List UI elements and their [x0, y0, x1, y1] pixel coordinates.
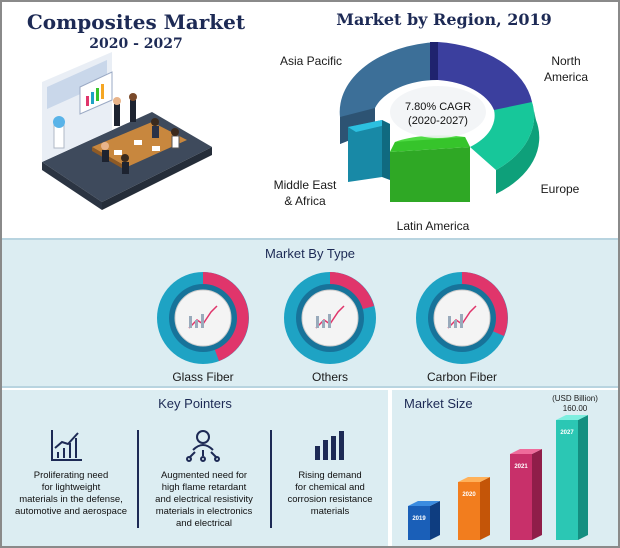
label-mea-2: & Africa	[284, 194, 326, 208]
market-size-bar-top-2027	[556, 415, 588, 420]
region-slice-latin-america	[390, 147, 470, 202]
market-size-bar-2021	[510, 454, 532, 540]
person-network-icon	[186, 430, 220, 462]
pointer-2-line-1: Augmented need for	[160, 470, 248, 481]
header-panel: Composites Market 2020 - 2027	[2, 2, 270, 236]
market-size-bar-2019	[408, 506, 430, 540]
label-europe: Europe	[540, 182, 580, 196]
market-size-bar-side-2020	[480, 477, 490, 540]
page-years: 2020 - 2027	[89, 36, 183, 52]
page-title: Composites Market	[26, 10, 246, 34]
market-size-unit: (USD Billion)	[552, 394, 598, 403]
pointer-1-line-4: automotive and aerospace	[15, 506, 127, 517]
pointer-2-text: Augmented need for high flame retardant …	[140, 470, 268, 530]
market-size-bar-side-2019	[430, 501, 440, 540]
pointer-2-line-4: materials in electronics	[155, 506, 253, 517]
label-north-america-1: North	[551, 54, 581, 68]
pointer-1-line-1: Proliferating need	[33, 470, 109, 481]
region-slice-europe	[496, 102, 540, 194]
donut-carbon-fiber	[416, 272, 508, 364]
market-size-year-label-2027: 2027	[560, 430, 574, 436]
key-pointers-panel: Key Pointers	[2, 390, 388, 546]
pointer-1-line-3: materials in the defense,	[19, 494, 123, 505]
separator-2	[270, 430, 272, 528]
region-title: Market by Region, 2019	[336, 10, 552, 29]
market-size-bar-top-2020	[458, 477, 490, 482]
type-title: Market By Type	[264, 246, 356, 261]
label-mea-1: Middle East	[273, 178, 337, 192]
pointer-2-line-2: high flame retardant	[161, 482, 247, 493]
market-size-value: 160.00	[562, 404, 588, 413]
market-size-bar-top-2021	[510, 449, 542, 454]
office-meeting-illustration	[42, 52, 212, 210]
key-pointers-title: Key Pointers	[158, 396, 232, 411]
region-donut-chart	[339, 42, 540, 202]
pointer-3-text: Rising demand for chemical and corrosion…	[274, 470, 386, 518]
region-slice-middle-east-africa	[348, 120, 382, 182]
market-size-bars: 2019 2020 2021 2027	[408, 415, 588, 540]
market-size-year-label-2020: 2020	[462, 492, 476, 498]
market-size-bar-2020	[458, 482, 480, 540]
cagr-line-2: (2020-2027)	[408, 115, 468, 127]
pointer-2-line-5: and electrical	[176, 518, 232, 529]
type-label-others: Others	[311, 370, 348, 384]
bar-chart-icon	[315, 431, 344, 460]
pointer-3-line-1: Rising demand	[298, 470, 362, 481]
label-latin-america: Latin America	[396, 219, 470, 233]
donut-glass-fiber	[157, 272, 249, 364]
type-donuts	[157, 272, 508, 364]
region-slice-north-america	[438, 42, 532, 120]
label-asia-pacific: Asia Pacific	[279, 54, 343, 68]
market-size-year-label-2021: 2021	[514, 464, 528, 470]
pointer-3-line-2: for chemical and	[295, 482, 365, 493]
market-size-bar-side-2021	[532, 449, 542, 540]
cagr-line-1: 7.80% CAGR	[404, 101, 472, 113]
market-by-type-panel: Market By Type	[2, 238, 618, 388]
market-size-year-label-2019: 2019	[412, 516, 426, 522]
type-label-glass-fiber: Glass Fiber	[172, 370, 234, 384]
pointer-1-text: Proliferating need for lightweight mater…	[6, 470, 136, 518]
type-label-carbon-fiber: Carbon Fiber	[426, 370, 498, 384]
separator-1	[137, 430, 139, 528]
market-size-bar-side-2027	[578, 415, 588, 540]
market-size-bar-top-2019	[408, 501, 440, 506]
market-size-title: Market Size	[404, 396, 473, 411]
region-panel: Market by Region, 2019 7.80% CAGR (2020-…	[270, 2, 618, 236]
pointer-3-line-3: corrosion resistance	[287, 494, 373, 505]
market-size-bar-2027	[556, 420, 578, 540]
label-north-america-2: America	[543, 70, 588, 84]
market-size-panel: Market Size (USD Billion) 160.00 2019 202…	[392, 390, 618, 546]
pointer-1-line-2: for lightweight	[41, 482, 101, 493]
donut-others	[284, 272, 376, 364]
pointer-3-line-4: materials	[310, 506, 350, 517]
pointer-2-line-3: and electrical resistivity	[155, 494, 253, 505]
bar-growth-icon	[51, 430, 82, 461]
